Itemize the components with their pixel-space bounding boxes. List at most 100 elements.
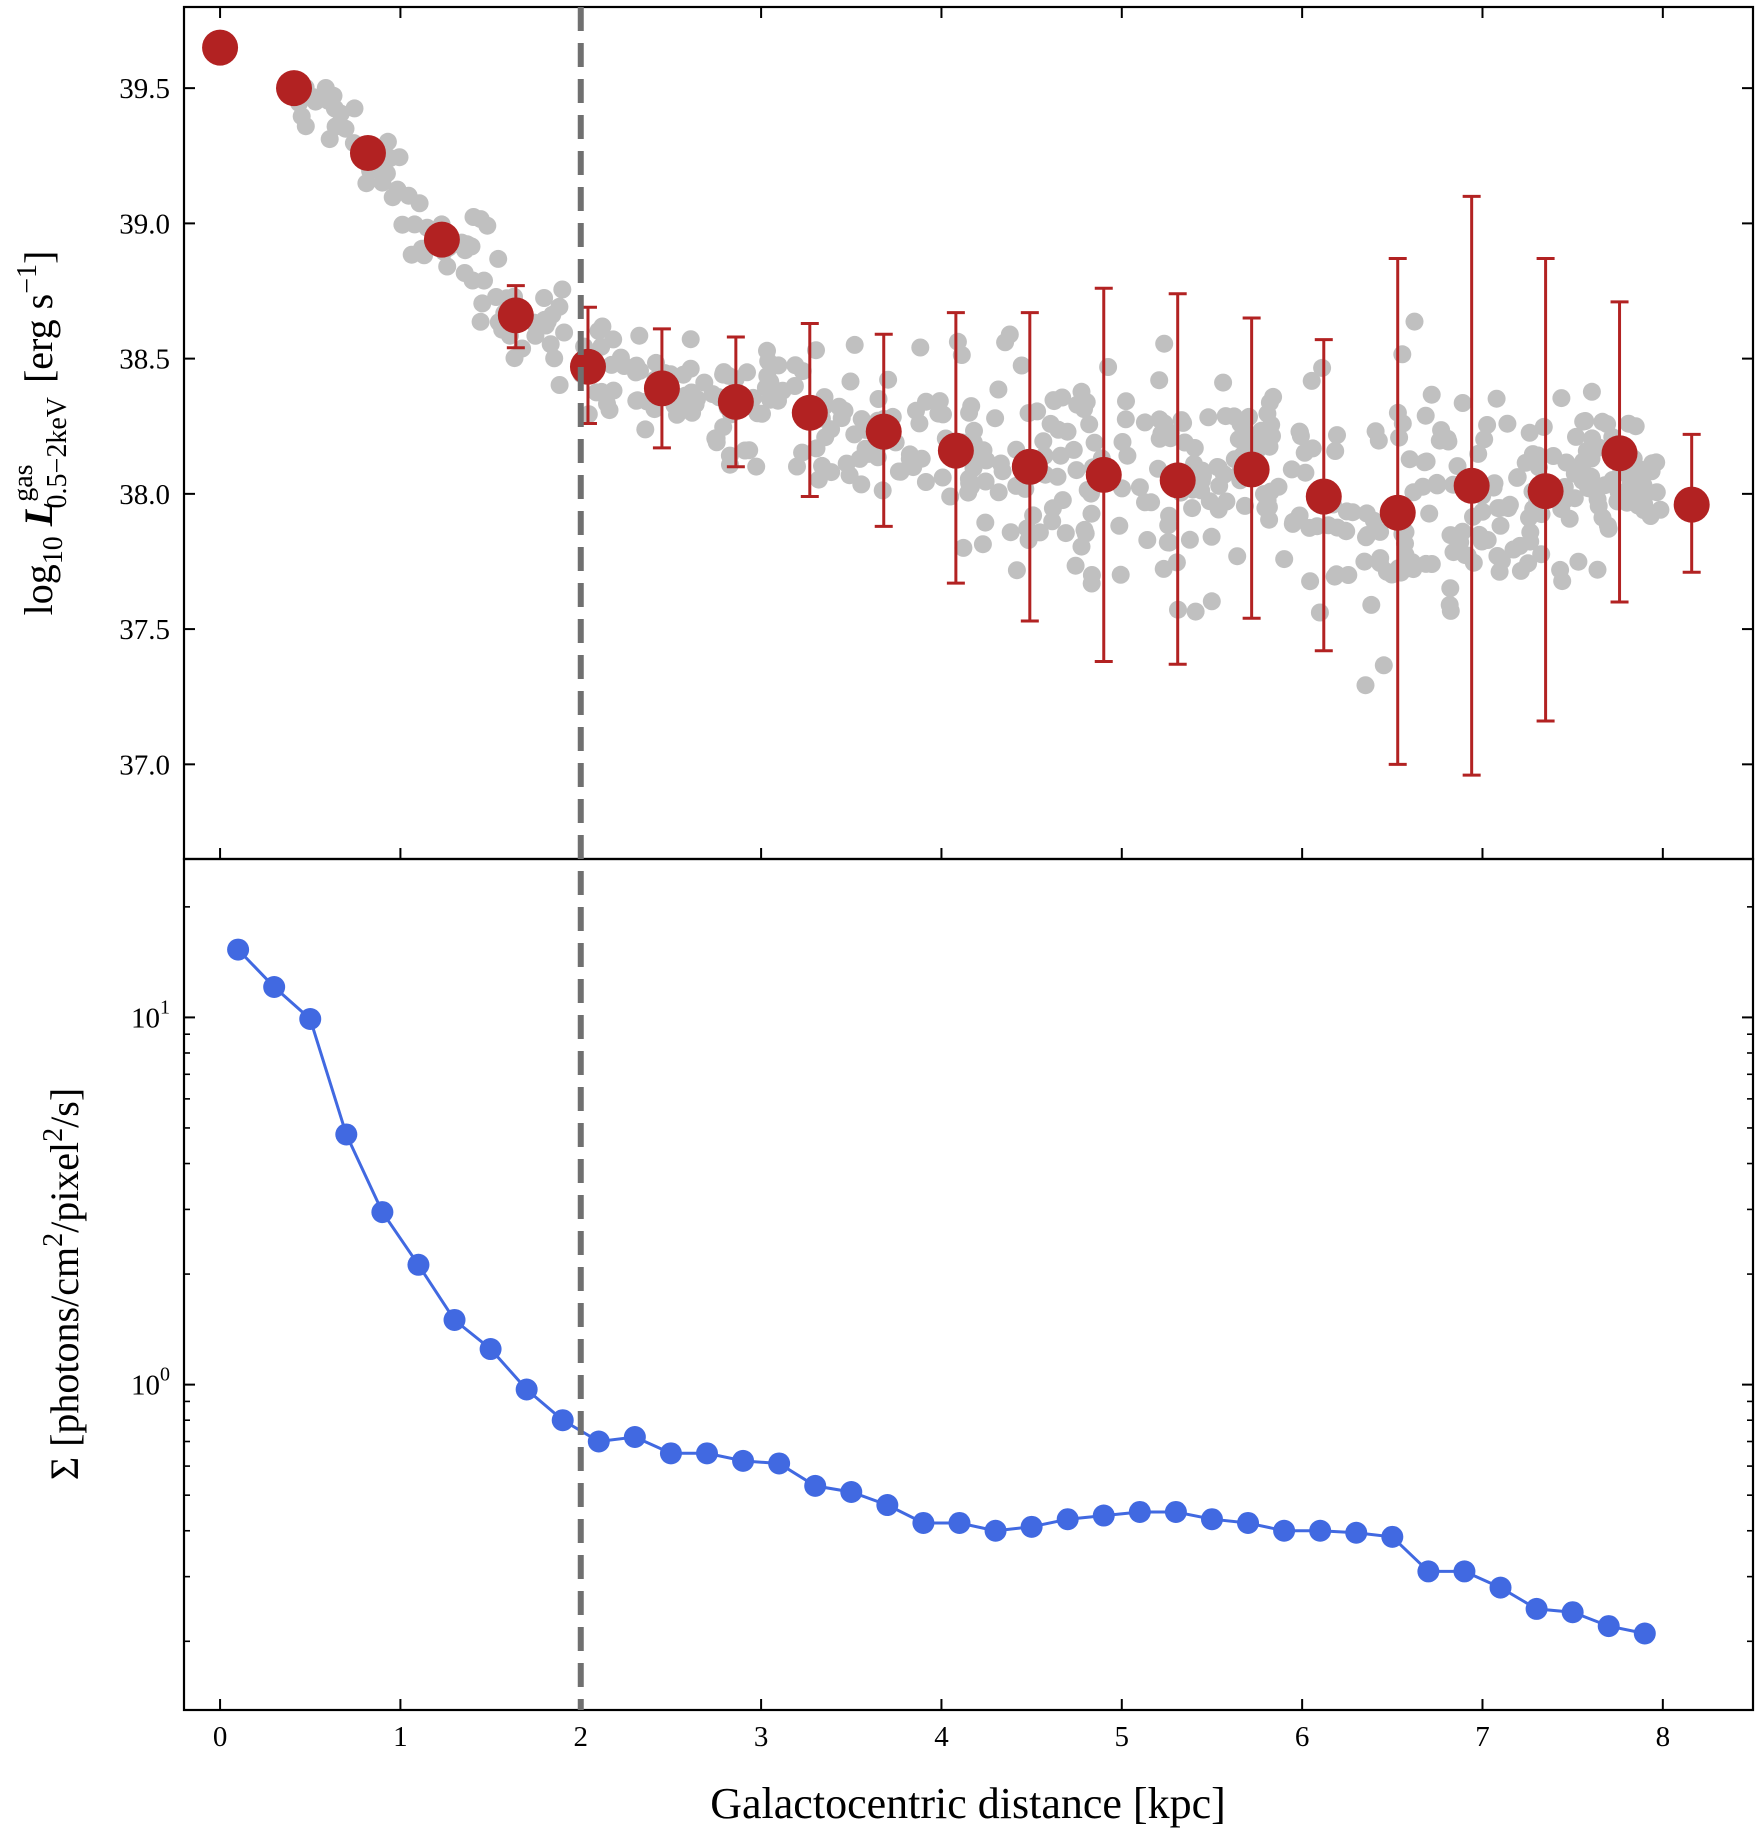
scatter-point	[1113, 433, 1132, 451]
binned-mean-point	[423, 221, 460, 258]
scatter-point	[845, 425, 864, 444]
surface-brightness-point	[335, 1123, 358, 1146]
scatter-point	[1567, 427, 1585, 446]
scatter-point	[1582, 382, 1601, 401]
scatter-point	[1290, 506, 1309, 525]
surface-brightness-point	[587, 1430, 610, 1453]
scatter-point	[1158, 533, 1177, 552]
scatter-point	[628, 391, 647, 410]
scatter-point	[604, 381, 623, 400]
surface-brightness-point	[1561, 1601, 1584, 1624]
scatter-point	[1396, 545, 1415, 564]
scatter-point	[1337, 502, 1356, 521]
scatter-point	[1487, 389, 1506, 408]
scatter-point	[1258, 491, 1277, 510]
scatter-point	[1142, 493, 1161, 512]
scatter-point	[1532, 545, 1551, 564]
scatter-point	[1007, 561, 1026, 580]
scatter-point	[1619, 414, 1638, 433]
scatter-point	[399, 186, 418, 205]
binned-mean-point	[497, 297, 534, 334]
scatter-point	[615, 357, 634, 375]
scatter-point	[993, 462, 1012, 481]
surface-brightness-point	[1200, 1508, 1223, 1531]
scatter-point	[1366, 422, 1385, 441]
surface-brightness-line	[237, 948, 1646, 1635]
scatter-point	[976, 513, 995, 532]
scatter-point	[911, 338, 930, 357]
scatter-point	[1444, 543, 1463, 562]
y-tick-label: 39.0	[119, 208, 170, 240]
scatter-point	[996, 333, 1015, 352]
scatter-point	[1557, 453, 1576, 472]
scatter-point	[707, 429, 726, 448]
binned-mean-point	[1601, 435, 1638, 472]
scatter-point	[688, 390, 706, 408]
scatter-point	[1138, 531, 1157, 549]
scatter-point	[1175, 433, 1194, 452]
scatter-point	[393, 215, 412, 234]
surface-brightness-point	[515, 1378, 538, 1401]
scatter-point	[1235, 496, 1254, 515]
scatter-point	[1214, 373, 1233, 392]
scatter-point	[1529, 458, 1548, 477]
y-label-subscript: 0.5−2keV	[42, 397, 73, 508]
scatter-point	[550, 376, 569, 394]
scatter-point	[1030, 523, 1049, 542]
binned-mean-point	[1379, 494, 1416, 531]
scatter-point	[879, 370, 898, 389]
scatter-point	[1319, 516, 1338, 535]
scatter-point	[1085, 433, 1104, 452]
scatter-point	[1453, 522, 1472, 541]
scatter-point	[636, 420, 655, 439]
scatter-point	[296, 117, 315, 136]
scatter-point	[336, 119, 355, 138]
scatter-point	[1356, 676, 1375, 695]
surface-brightness-point	[659, 1442, 682, 1465]
scatter-point	[1439, 432, 1458, 451]
scatter-point	[1491, 516, 1510, 535]
surface-brightness-point	[948, 1511, 971, 1534]
scatter-point	[1313, 358, 1332, 377]
surface-brightness-point	[1381, 1525, 1404, 1548]
scatter-point	[989, 483, 1008, 502]
y2-label-mid: /pixel	[42, 1142, 87, 1233]
scatter-point	[1441, 601, 1460, 620]
binned-mean-point	[1305, 478, 1342, 515]
scatter-point	[753, 404, 771, 423]
scatter-point	[764, 380, 783, 399]
scatter-point	[1058, 422, 1077, 441]
surface-brightness-point	[1237, 1511, 1260, 1534]
x-tick-label: 2	[574, 1721, 589, 1753]
surface-brightness-point	[479, 1338, 502, 1361]
surface-brightness-point	[1092, 1504, 1115, 1527]
scatter-point	[1603, 471, 1622, 489]
binned-mean-point	[791, 394, 828, 431]
scatter-point	[1260, 437, 1279, 456]
x-tick-label: 8	[1656, 1721, 1671, 1753]
scatter-point	[1064, 440, 1083, 459]
scatter-point	[1082, 574, 1101, 593]
x-tick-label: 4	[934, 1721, 949, 1753]
scatter-point	[1116, 410, 1135, 429]
scatter-point	[1552, 389, 1571, 408]
scatter-point	[630, 326, 649, 345]
surface-brightness-point	[263, 976, 286, 999]
scatter-point	[1053, 491, 1072, 510]
surface-brightness-point	[984, 1519, 1007, 1542]
surface-brightness-point	[1489, 1576, 1512, 1599]
scatter-point	[841, 372, 860, 391]
y-label-log-base: 10	[38, 536, 69, 564]
binned-mean-point	[202, 29, 239, 66]
top-ticks-layer: 37.0 37.5 38.0 38.5 39.0 39.5	[119, 7, 1753, 859]
scatter-point	[681, 330, 700, 349]
scatter-point	[471, 312, 490, 331]
scatter-point	[703, 385, 722, 404]
scatter-point	[1337, 522, 1356, 541]
scatter-point	[900, 449, 919, 468]
scatter-point	[973, 535, 992, 554]
scatter-point	[1475, 430, 1494, 449]
scatter-point	[1358, 526, 1377, 544]
y-tick-label: 37.5	[119, 614, 170, 646]
surface-brightness-point	[696, 1442, 718, 1465]
